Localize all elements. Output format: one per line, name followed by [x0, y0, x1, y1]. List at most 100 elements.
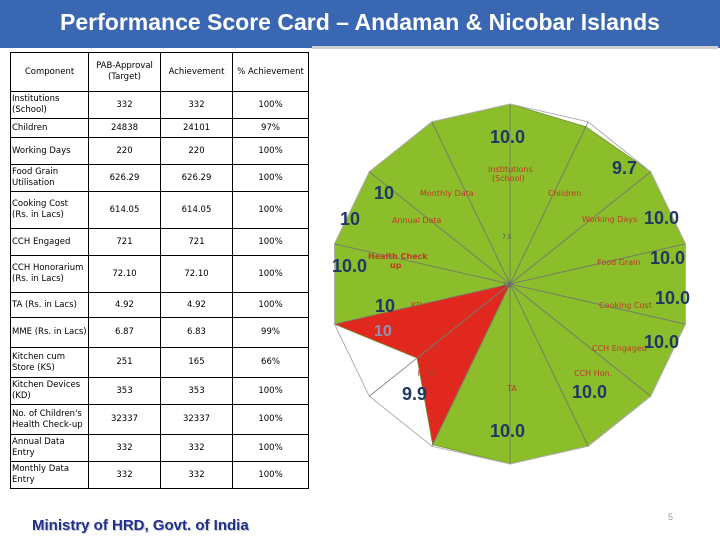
center-label: 2.5	[502, 282, 512, 289]
radar-spoke	[509, 171, 651, 285]
score-table: Component PAB-Approval (Target) Achievem…	[10, 52, 309, 489]
page-number: 5	[668, 512, 674, 522]
radar-chart: 7.5 2.5 Institutions(School) Children Workin…	[332, 103, 690, 465]
radar-spoke	[431, 283, 511, 447]
cell-pct: 100%	[232, 377, 309, 405]
cell-pct: 100%	[232, 404, 309, 435]
cell-achievement: 614.05	[160, 191, 233, 229]
category-label: up	[390, 261, 402, 270]
cell-target: 6.87	[88, 317, 161, 348]
table-row: CCH Engaged 721 721 100%	[10, 228, 309, 256]
cell-pct: 100%	[232, 191, 309, 229]
category-label: Health Check	[368, 252, 428, 261]
cell-component: No. of Children's Health Check-up	[10, 404, 89, 435]
cell-component: MME (Rs. in Lacs)	[10, 317, 89, 348]
score-label: 9.7	[612, 158, 637, 178]
score-label: 10.0	[490, 127, 525, 147]
table-row: Working Days 220 220 100%	[10, 137, 309, 165]
score-label: 10.0	[644, 332, 679, 352]
footer-text: Ministry of HRD, Govt. of India	[32, 517, 249, 534]
category-label: Food Grain	[597, 258, 640, 267]
cell-achievement: 32337	[160, 404, 233, 435]
table-row: Children 24838 24101 97%	[10, 118, 309, 138]
category-label: KD	[411, 301, 422, 310]
radar-spoke	[431, 121, 511, 285]
cell-component: Annual Data Entry	[10, 434, 89, 462]
cell-component: Kitchen Devices (KD)	[10, 377, 89, 405]
category-label: Institutions	[488, 165, 533, 174]
cell-component: Monthly Data Entry	[10, 461, 89, 489]
cell-component: Cooking Cost (Rs. in Lacs)	[10, 191, 89, 229]
cell-achievement: 72.10	[160, 255, 233, 293]
cell-target: 72.10	[88, 255, 161, 293]
radar-spoke	[509, 283, 589, 447]
category-label: MME	[418, 369, 437, 378]
score-label: 10.0	[490, 421, 525, 441]
cell-component: Children	[10, 118, 89, 138]
table-row: Kitchen cum Store (KS) 251 165 66%	[10, 347, 309, 378]
score-label: 9.9	[402, 384, 427, 404]
table-row: Kitchen Devices (KD) 353 353 100%	[10, 377, 309, 405]
category-label: TA	[506, 384, 517, 393]
cell-pct: 100%	[232, 255, 309, 293]
cell-achievement: 626.29	[160, 164, 233, 192]
cell-target: 220	[88, 137, 161, 165]
table-row: Cooking Cost (Rs. in Lacs) 614.05 614.05 10…	[10, 191, 309, 229]
cell-target: 626.29	[88, 164, 161, 192]
cell-pct: 99%	[232, 317, 309, 348]
score-label: 10.0	[644, 208, 679, 228]
score-label: 10.0	[650, 248, 685, 268]
cell-target: 24838	[88, 118, 161, 138]
cell-target: 614.05	[88, 191, 161, 229]
table-row: CCH Honorarium (Rs. in Lacs) 72.10 72.10 10…	[10, 255, 309, 293]
cell-component: Institutions (School)	[10, 91, 89, 119]
page-title: Performance Score Card – Andaman & Nicob…	[60, 9, 660, 35]
score-label: 10.0	[332, 256, 367, 276]
table-header-row: Component PAB-Approval (Target) Achievem…	[10, 52, 309, 92]
score-label: 10	[374, 323, 392, 340]
cell-achievement: 332	[160, 461, 233, 489]
radar-spoke	[509, 283, 686, 325]
cell-pct: 100%	[232, 292, 309, 318]
radar-spoke	[509, 283, 651, 397]
cell-component: Working Days	[10, 137, 89, 165]
score-label: 10.0	[655, 288, 690, 308]
radar-spoke	[369, 283, 511, 397]
cell-pct: 100%	[232, 137, 309, 165]
table-row: No. of Children's Health Check-up 32337 32…	[10, 404, 309, 435]
cell-pct: 100%	[232, 164, 309, 192]
radar-spoke	[509, 243, 686, 285]
cell-component: CCH Honorarium (Rs. in Lacs)	[10, 255, 89, 293]
radar-spoke	[334, 283, 511, 325]
category-label: CCH Hon.	[574, 369, 612, 378]
table-row: TA (Rs. in Lacs) 4.92 4.92 100%	[10, 292, 309, 318]
cell-component: Food Grain Utilisation	[10, 164, 89, 192]
radar-spoke	[509, 121, 589, 285]
cell-target: 721	[88, 228, 161, 256]
header-component: Component	[10, 52, 89, 92]
header-pct: % Achievement	[232, 52, 309, 92]
cell-pct: 100%	[232, 434, 309, 462]
table-row: Monthly Data Entry 332 332 100%	[10, 461, 309, 489]
radar-spoke	[334, 243, 511, 285]
cell-target: 332	[88, 461, 161, 489]
header-target: PAB-Approval (Target)	[88, 52, 161, 92]
category-label: Working Days	[582, 215, 637, 224]
radar-spoke	[369, 171, 511, 285]
cell-achievement: 6.83	[160, 317, 233, 348]
table-row: Food Grain Utilisation 626.29 626.29 100%	[10, 164, 309, 192]
cell-achievement: 332	[160, 434, 233, 462]
score-label: 10	[374, 183, 394, 203]
score-label: 10	[340, 209, 360, 229]
category-label: Children	[548, 189, 581, 198]
title-bar	[0, 0, 720, 48]
cell-achievement: 353	[160, 377, 233, 405]
cell-achievement: 24101	[160, 118, 233, 138]
cell-pct: 66%	[232, 347, 309, 378]
cell-achievement: 721	[160, 228, 233, 256]
cell-achievement: 220	[160, 137, 233, 165]
header-achievement: Achievement	[160, 52, 233, 92]
cell-target: 332	[88, 434, 161, 462]
cell-pct: 100%	[232, 91, 309, 119]
category-label: Annual Data	[392, 216, 442, 225]
